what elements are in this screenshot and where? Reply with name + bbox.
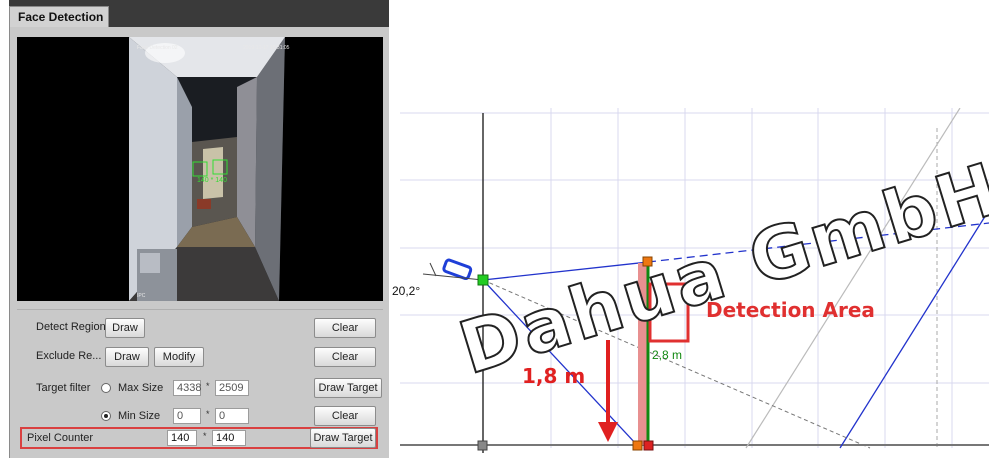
- min-size-height-input[interactable]: 0: [215, 408, 249, 424]
- view-lines: [482, 209, 989, 449]
- detect-region-clear-button[interactable]: Clear: [314, 318, 376, 338]
- target-filter-clear-button[interactable]: Clear: [314, 406, 376, 426]
- grid: [400, 108, 989, 448]
- face-detection-panel: Face Detection: [9, 0, 389, 458]
- camera-icon: [442, 258, 473, 281]
- camera-coverage-diagram: 20,2° 2,8 m 1,8 m Detection Area: [392, 107, 989, 458]
- controls-area: Detect Region Draw Clear Exclude Re... D…: [17, 309, 383, 457]
- osd-ipc: IPC: [137, 293, 146, 299]
- panel-body: Face Detection 02 2019-12-17 15:31:05 14…: [9, 27, 389, 458]
- detection-area-box: [648, 282, 690, 343]
- height-label: 2,8 m: [652, 348, 683, 362]
- origin-point: [477, 440, 488, 451]
- exclude-region-label: Exclude Re...: [36, 350, 102, 362]
- height-bar: [638, 263, 648, 445]
- min-size-label: Min Size: [118, 410, 161, 422]
- draw-target-button[interactable]: Draw Target: [314, 378, 382, 398]
- camera-point: [477, 274, 489, 286]
- detect-region-draw-button[interactable]: Draw: [105, 318, 145, 338]
- pixel-counter-separator: *: [203, 431, 207, 441]
- diagram-canvas: [400, 107, 989, 453]
- target-filter-label: Target filter: [36, 382, 91, 394]
- pixel-counter-width-input[interactable]: 140: [167, 430, 197, 446]
- tab-strip: Face Detection: [9, 0, 389, 27]
- max-size-width-input[interactable]: 4338: [173, 380, 201, 396]
- tab-face-detection[interactable]: Face Detection: [9, 6, 109, 27]
- exclude-region-draw-button[interactable]: Draw: [105, 347, 149, 367]
- angle-label: 20,2°: [392, 284, 421, 298]
- osd-title: Face Detection 02: [137, 45, 178, 51]
- min-size-width-input[interactable]: 0: [173, 408, 201, 424]
- arrow-down-icon: [598, 422, 618, 442]
- exclude-region-clear-button[interactable]: Clear: [314, 347, 376, 367]
- video-preview: Face Detection 02 2019-12-17 15:31:05 14…: [17, 37, 383, 301]
- detect-region-label: Detect Region: [36, 321, 106, 333]
- pixel-counter-row: Pixel Counter 140 * 140 Draw Target: [20, 427, 378, 449]
- face-box-label: 140 * 140: [197, 177, 227, 184]
- exclude-region-modify-button[interactable]: Modify: [154, 347, 204, 367]
- max-size-radio[interactable]: [101, 383, 111, 393]
- pixel-counter-height-input[interactable]: 140: [212, 430, 246, 446]
- pixel-counter-label: Pixel Counter: [27, 432, 94, 444]
- pixel-counter-draw-target-button[interactable]: Draw Target: [310, 428, 376, 448]
- ground-point-red: [643, 440, 654, 451]
- max-size-label: Max Size: [118, 382, 164, 394]
- distance-label: 1,8 m: [522, 364, 586, 388]
- min-size-radio[interactable]: [101, 411, 111, 421]
- detection-area-label: Detection Area: [706, 298, 875, 322]
- max-size-height-input[interactable]: 2509: [215, 380, 249, 396]
- min-size-separator: *: [206, 409, 210, 419]
- ground-point-orange: [632, 440, 643, 451]
- top-point: [642, 256, 653, 267]
- osd-timestamp: 2019-12-17 15:31:05: [243, 45, 290, 51]
- video-scene: [17, 37, 383, 301]
- max-size-separator: *: [206, 381, 210, 391]
